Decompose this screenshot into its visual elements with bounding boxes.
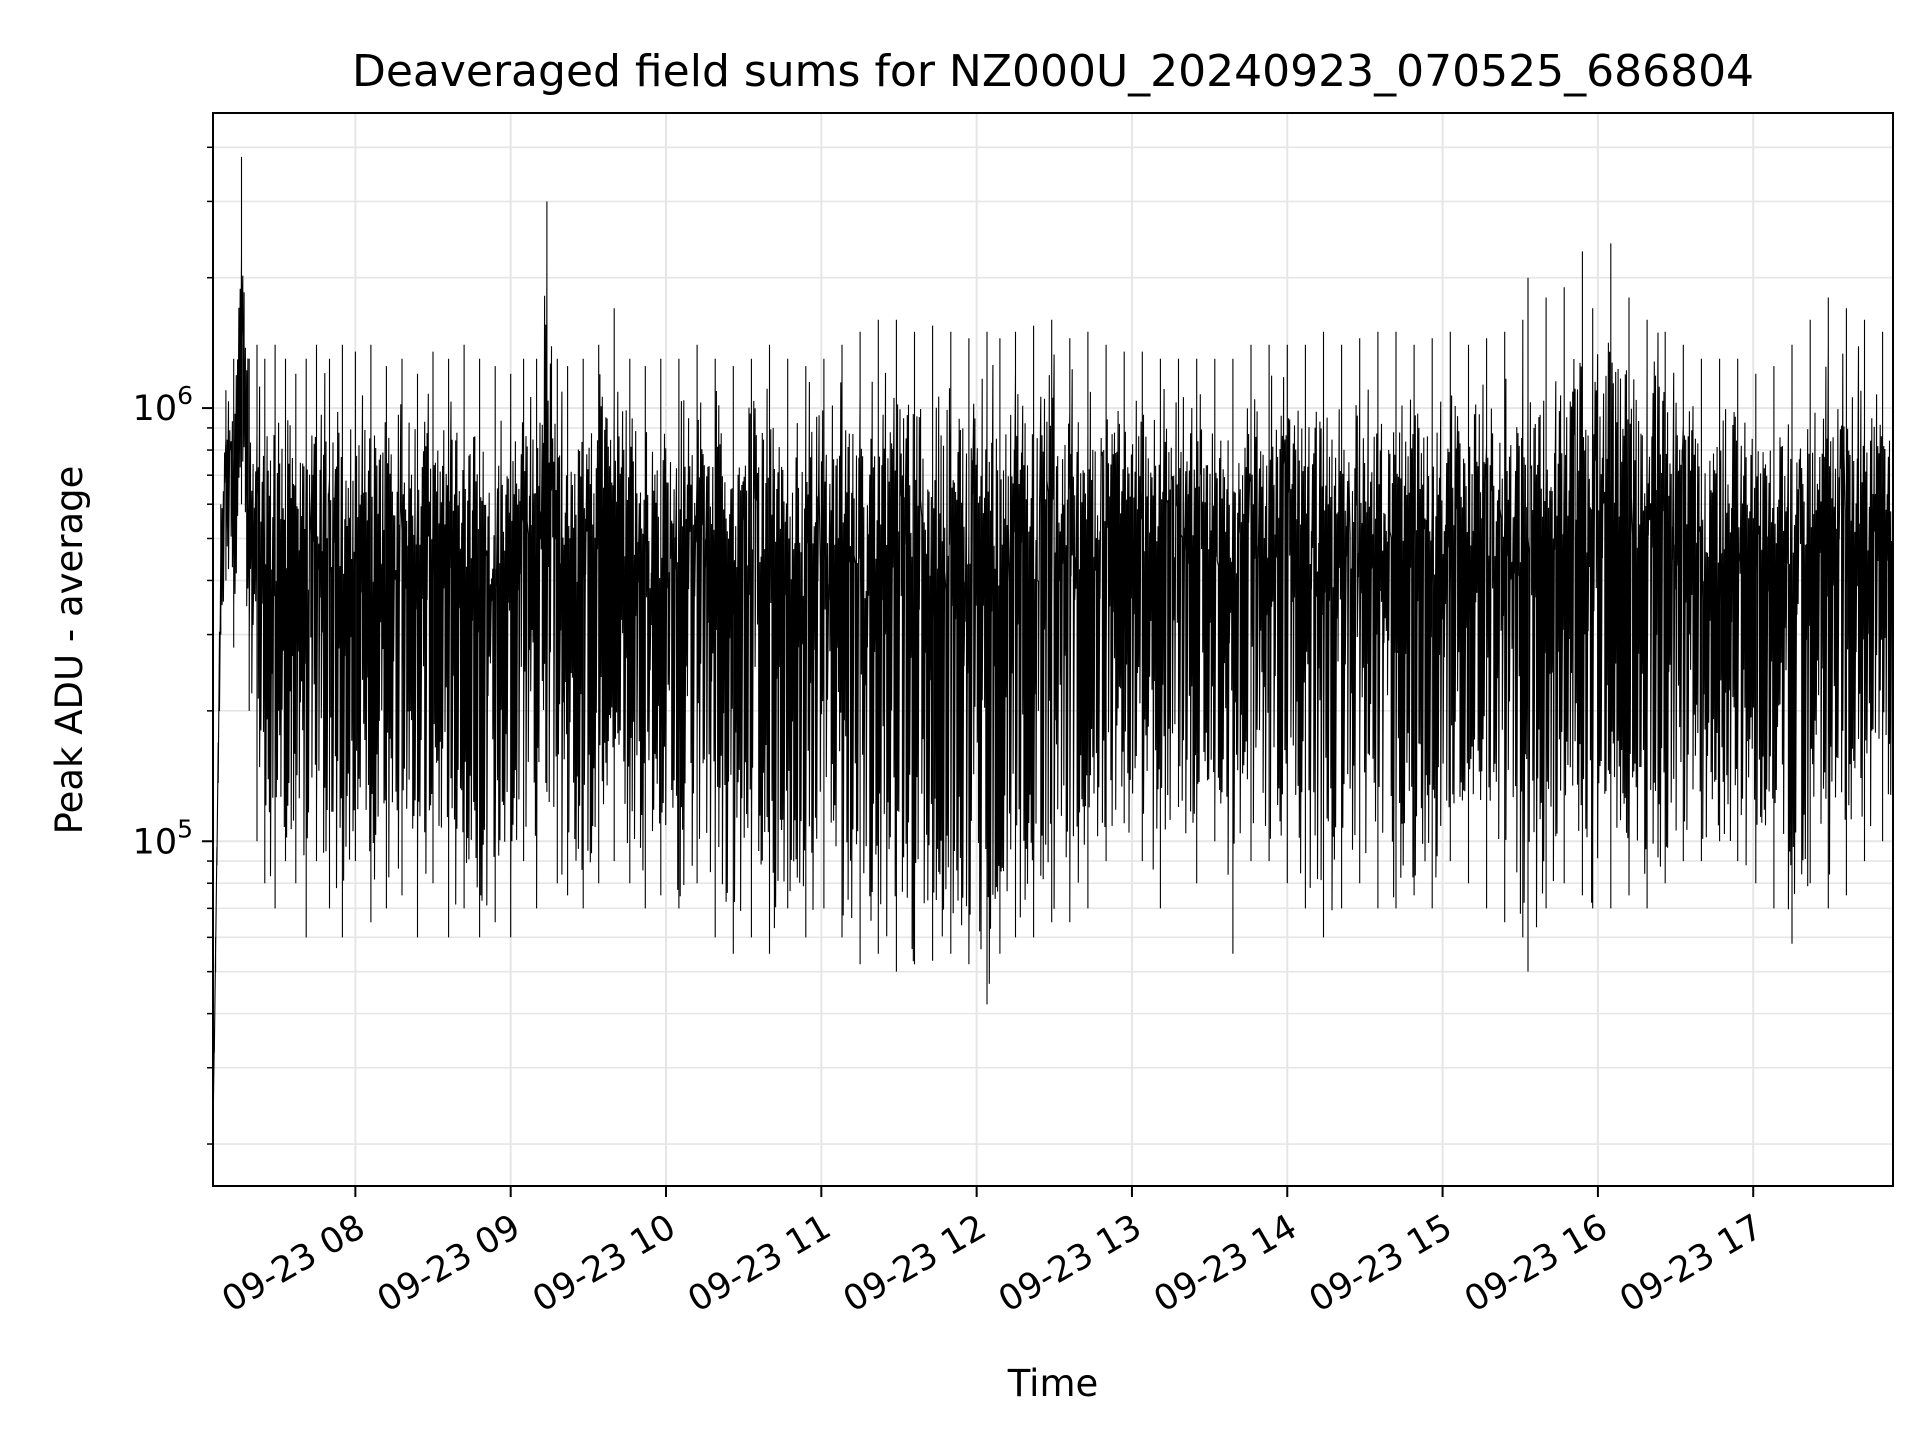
x-tick-label: 09-23 15 — [1303, 1207, 1459, 1320]
x-axis-label: Time — [1007, 1362, 1099, 1405]
chart-title: Deaveraged field sums for NZ000U_2024092… — [352, 46, 1754, 97]
x-tick-label: 09-23 17 — [1613, 1207, 1769, 1320]
x-tick-label: 09-23 08 — [216, 1207, 372, 1320]
x-tick-label: 09-23 11 — [682, 1207, 838, 1320]
y-tick-label: 106 — [133, 381, 193, 429]
y-axis: 105 106 — [133, 146, 213, 1145]
series-trace — [212, 156, 1894, 1144]
x-axis: 09-23 08 09-23 09 09-23 10 09-23 11 09-23 12… — [216, 1186, 1770, 1320]
y-axis-label: Peak ADU - average — [48, 466, 91, 835]
series-line — [212, 156, 1894, 1144]
x-tick-label: 09-23 12 — [837, 1207, 993, 1320]
plot-frame — [212, 112, 1894, 1187]
x-tick-label: 09-23 16 — [1458, 1207, 1614, 1320]
x-tick-label: 09-23 09 — [371, 1207, 527, 1320]
x-tick-label: 09-23 13 — [992, 1207, 1148, 1320]
x-tick-label: 09-23 10 — [526, 1207, 682, 1320]
x-tick-label: 09-23 14 — [1147, 1207, 1303, 1320]
y-tick-label: 105 — [133, 814, 193, 862]
